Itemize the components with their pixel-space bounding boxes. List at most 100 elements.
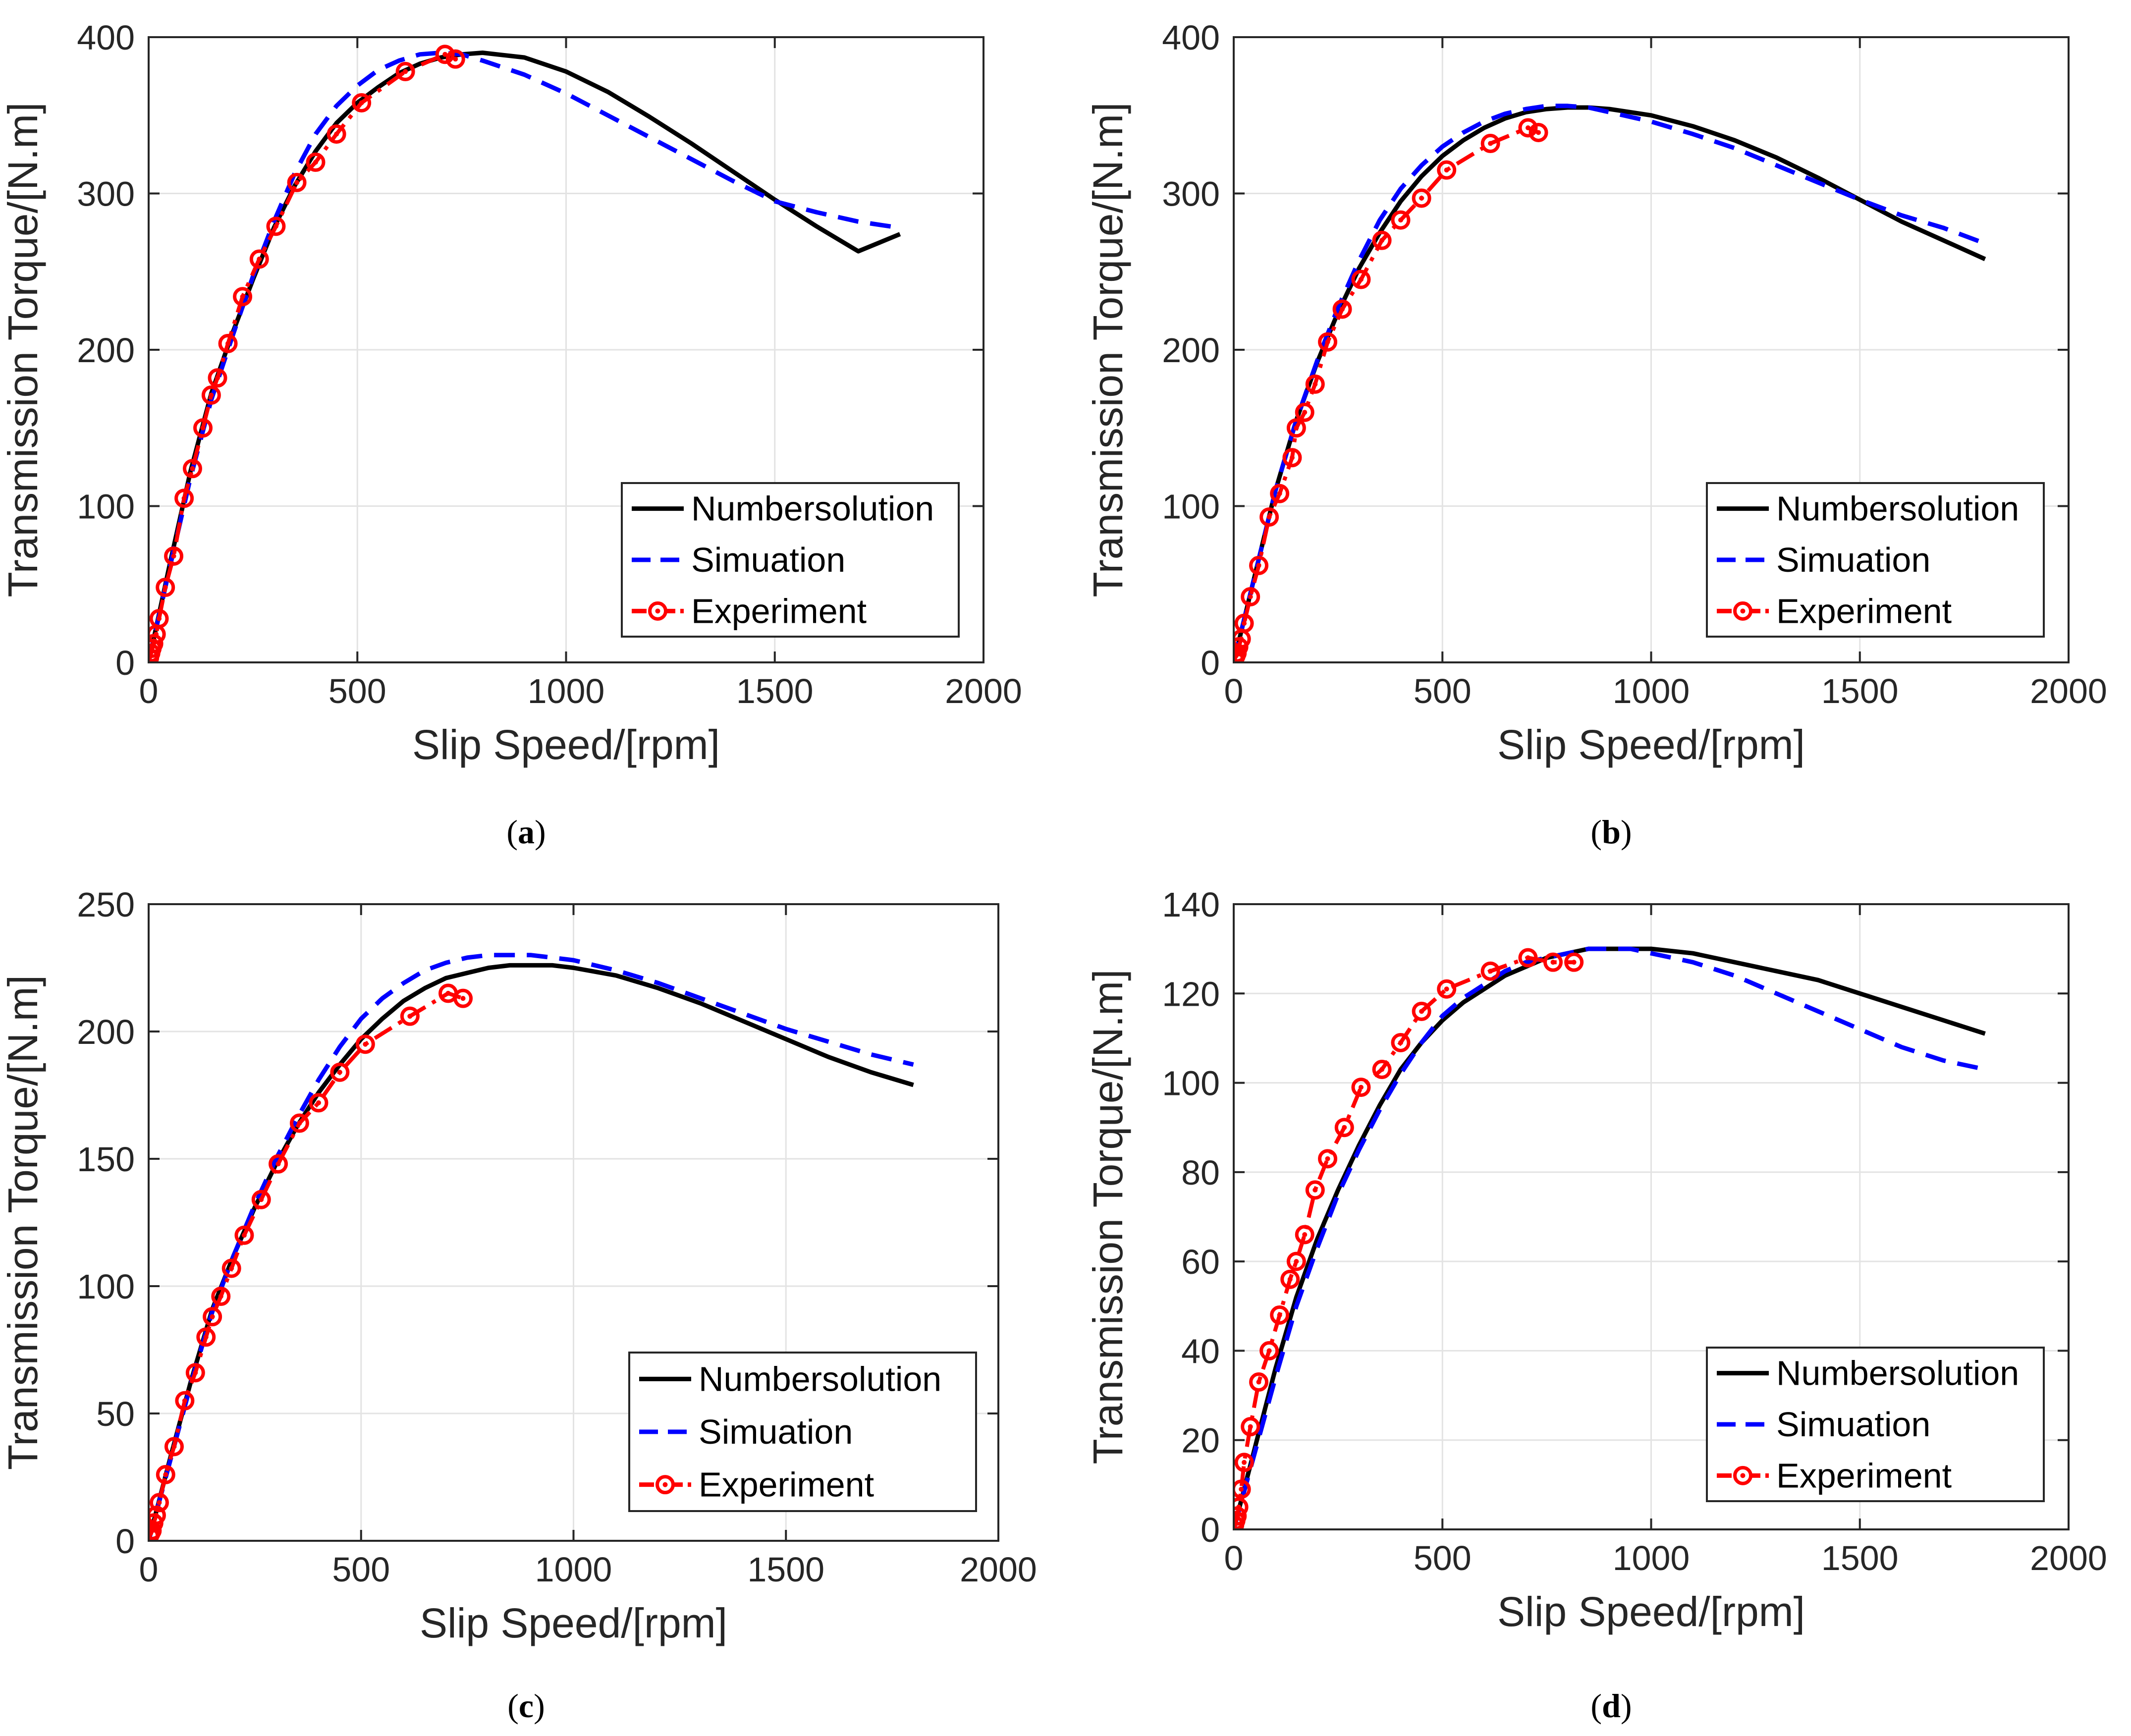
experiment-point-center [1287, 1277, 1293, 1282]
experiment-point-center [334, 131, 339, 137]
x-tick-label: 1000 [535, 1550, 612, 1589]
x-tick-label: 1500 [1821, 672, 1899, 710]
experiment-point-center [359, 100, 364, 106]
legend-label-experiment: Experiment [1776, 592, 1952, 630]
y-tick-label: 400 [77, 18, 135, 57]
experiment-point-center [1419, 195, 1424, 201]
legend: Numbersolution Simuation Experiment [1706, 1347, 2045, 1502]
experiment-point [185, 1363, 205, 1383]
experiment-point [149, 1493, 169, 1513]
experiment-point-center [363, 1041, 368, 1047]
y-axis-label: Transmission Torque/[N.m] [0, 103, 46, 597]
experiment-point-center [229, 1266, 234, 1271]
experiment-point-center [154, 1513, 159, 1518]
experiment-point [1412, 1001, 1431, 1021]
experiment-point-center [240, 294, 245, 299]
x-tick-label: 0 [139, 672, 159, 710]
experiment-point [1241, 587, 1260, 606]
experiment-point [1480, 961, 1500, 981]
y-tick-label: 100 [77, 1267, 135, 1306]
experiment-point-center [1302, 1232, 1308, 1238]
experiment-point-center [453, 56, 458, 62]
caption-c: (c) [507, 1687, 545, 1725]
experiment-point [149, 1506, 166, 1525]
experiment-point [1234, 1497, 1249, 1517]
experiment-point [400, 1006, 420, 1026]
series-line-simuation [149, 51, 901, 662]
experiment-point-center [403, 69, 408, 74]
experiment-point-center [407, 1014, 413, 1019]
experiment-point-center [225, 341, 231, 346]
x-tick-label: 0 [1224, 1539, 1244, 1577]
legend: Numbersolution Simuation Experiment [621, 482, 960, 638]
experiment-point [327, 124, 346, 144]
legend-marker-center [655, 608, 660, 614]
series-line-simuation [1234, 946, 1986, 1529]
experiment-point-center [203, 1334, 209, 1340]
experiment-point-center [157, 1500, 162, 1505]
experiment-point [1305, 1180, 1325, 1200]
x-tick-label: 1000 [1613, 672, 1690, 710]
experiment-point-center [1488, 969, 1493, 974]
experiment-point-center [1239, 1486, 1244, 1492]
experiment-point-center [1342, 1125, 1347, 1130]
chart-panel-d: 0 500 1000 1500 2000 0 20 40 60 80 100 120 140 Slip S… [1085, 885, 2107, 1635]
experiment-point [1249, 555, 1269, 575]
experiment-point-center [273, 223, 278, 229]
experiment-point-center [163, 1472, 168, 1477]
experiment-point [149, 609, 169, 629]
experiment-point [306, 152, 326, 172]
y-axis-label: Transmission Torque/[N.m] [1085, 970, 1131, 1465]
experiment-point-center [1379, 1067, 1385, 1072]
y-axis-label: Transmission Torque/[N.m] [1085, 103, 1131, 597]
y-tick-label: 0 [1201, 1511, 1220, 1549]
legend-label-experiment: Experiment [699, 1465, 874, 1504]
x-tick-label: 1000 [528, 672, 605, 710]
experiment-point [1241, 1417, 1260, 1437]
legend-label-simuation: Simuation [699, 1412, 853, 1451]
experiment-point-center [1550, 960, 1556, 965]
experiment-point-center [181, 495, 187, 501]
experiment-point-center [1256, 1379, 1261, 1385]
experiment-point-center [215, 375, 220, 380]
experiment-point [1270, 1305, 1290, 1325]
experiment-point [1295, 1225, 1314, 1245]
y-tick-label: 50 [96, 1395, 135, 1433]
experiment-point [1372, 230, 1392, 250]
experiment-point-center [1525, 125, 1530, 130]
x-tick-label: 2000 [945, 672, 1022, 710]
caption-a: (a) [506, 813, 546, 851]
x-tick-label: 0 [1224, 672, 1244, 710]
y-tick-label: 0 [115, 644, 135, 682]
y-tick-label: 100 [1162, 488, 1220, 526]
legend: Numbersolution Simuation Experiment [1706, 482, 2045, 638]
experiment-point-center [297, 1121, 302, 1126]
experiment-point-center [259, 1197, 264, 1202]
experiment-point-center [460, 996, 466, 1001]
experiment-point [445, 49, 465, 69]
x-axis-label: Slip Speed/[rpm] [412, 721, 720, 768]
experiment-point [1249, 1372, 1269, 1392]
experiment-point [1234, 613, 1254, 633]
experiment-point-center [210, 1314, 215, 1319]
experiment-point-center [1242, 1460, 1247, 1465]
y-tick-label: 0 [115, 1522, 135, 1561]
experiment-point-center [1488, 141, 1493, 146]
x-tick-label: 2000 [2030, 672, 2107, 710]
x-tick-label: 1500 [747, 1550, 824, 1589]
x-tick-label: 2000 [2030, 1539, 2107, 1577]
experiment-point [1518, 948, 1538, 968]
y-tick-label: 300 [77, 175, 135, 214]
experiment-point-center [209, 392, 214, 398]
y-tick-label: 80 [1181, 1153, 1220, 1192]
experiment-point-center [1571, 960, 1577, 965]
experiment-point [1351, 1078, 1371, 1097]
y-tick-label: 20 [1181, 1421, 1220, 1460]
x-tick-label: 1500 [1821, 1539, 1899, 1577]
y-tick-label: 100 [77, 488, 135, 526]
experiment-point [289, 1113, 309, 1133]
experiment-point [1543, 952, 1563, 972]
experiment-point [395, 61, 415, 81]
experiment-point-center [1289, 455, 1295, 460]
y-tick-label: 400 [1162, 18, 1220, 57]
